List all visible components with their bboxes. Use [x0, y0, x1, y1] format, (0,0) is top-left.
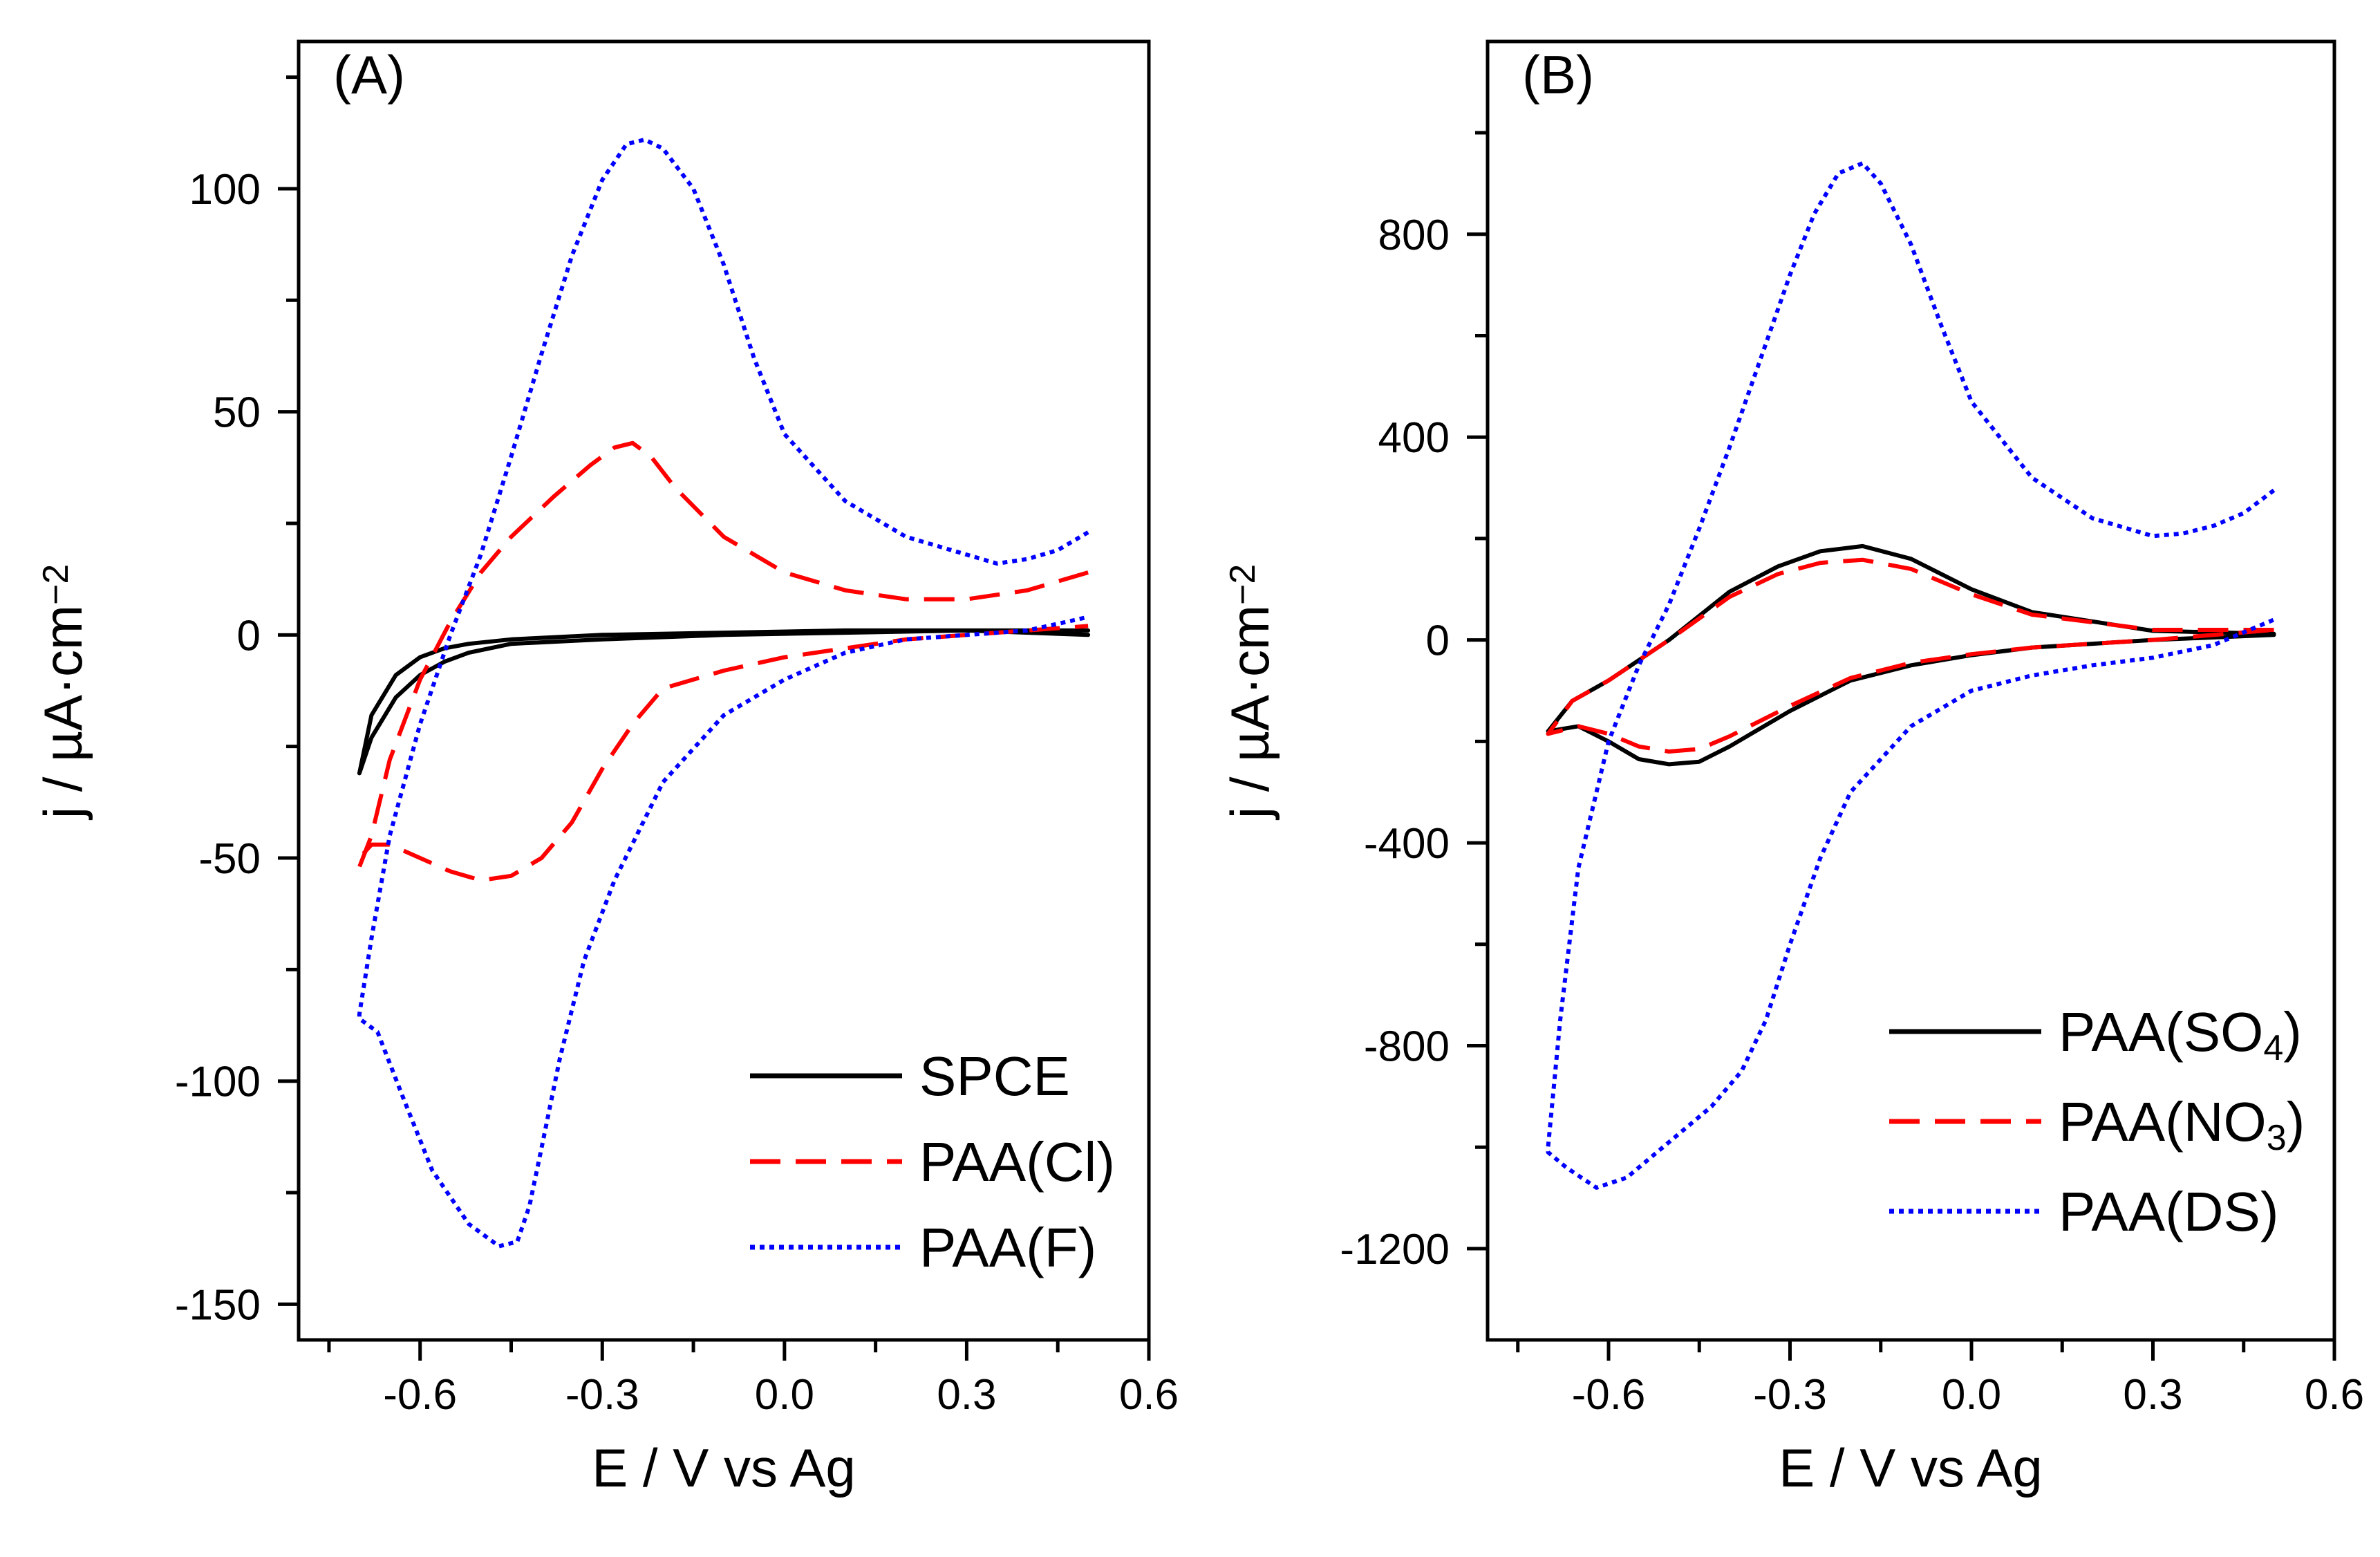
x-tick-label: 0.3: [937, 1371, 996, 1419]
legend-label: PAA(NO3): [2059, 1091, 2305, 1158]
legend-label-name: PAA(Cl): [919, 1131, 1115, 1193]
series-line-0: [357, 628, 1091, 776]
y-tick-label: 50: [213, 389, 261, 437]
legend-label: PAA(SO4): [2059, 1001, 2302, 1068]
y-axis-title-exponent: −2: [36, 564, 76, 605]
series-line-2: [1546, 161, 2276, 1190]
legend-label-name: PAA(DS): [2059, 1181, 2279, 1242]
plot-frame: [297, 39, 1151, 1342]
legend-label: PAA(Cl): [919, 1131, 1115, 1193]
x-tick-label: 0.6: [1119, 1371, 1179, 1419]
plot-frame: [1486, 39, 2336, 1342]
x-tick-label: -0.3: [1753, 1371, 1827, 1419]
legend-label-name: PAA(NO: [2059, 1091, 2267, 1153]
series-line-2: [357, 138, 1089, 1249]
y-tick-label: 800: [1378, 212, 1450, 259]
y-tick-label: 400: [1378, 414, 1450, 462]
x-tick-label: -0.6: [383, 1371, 457, 1419]
x-tick-label: 0.6: [2305, 1371, 2364, 1419]
legend-label-subscript: 4: [2263, 1028, 2283, 1068]
x-tick-label: 0.0: [755, 1371, 814, 1419]
y-axis-title-exponent: −2: [1223, 564, 1263, 605]
legend-label: PAA(DS): [2059, 1181, 2279, 1242]
y-tick-label: -800: [1364, 1023, 1450, 1071]
series-line-1: [357, 440, 1089, 883]
legend-label-suffix: ): [2287, 1091, 2305, 1153]
legend-label-name: PAA(SO: [2059, 1001, 2263, 1063]
panel-b: -0.6 -0.3 0.0 0.3 0.6 -1200 -800 -400 0 400 800 E /…: [1219, 39, 2364, 1498]
y-tick-label: 100: [189, 166, 261, 214]
y-tick-label: 0: [237, 612, 261, 660]
legend-label-subscript: 3: [2267, 1118, 2287, 1158]
y-tick-label: -150: [175, 1281, 261, 1329]
panel-a: -0.6 -0.3 0.0 0.3 0.6 -150 -100 -50 0 50 100 E / V …: [32, 39, 1179, 1498]
x-axis-title: E / V vs Ag: [592, 1437, 856, 1498]
x-tick-label: -0.3: [565, 1371, 639, 1419]
legend-label: SPCE: [919, 1045, 1070, 1107]
series-line-0: [1546, 543, 2276, 767]
y-axis-title: j / µA·cm−2: [32, 564, 93, 821]
legend-label: PAA(F): [919, 1217, 1096, 1278]
legend-label-suffix: ): [2283, 1001, 2302, 1063]
panel-label: (B): [1522, 44, 1594, 105]
y-tick-label: -100: [175, 1059, 261, 1106]
legend-label-name: PAA(F): [919, 1217, 1096, 1278]
series-line-1: [1546, 557, 2274, 754]
x-axis-title: E / V vs Ag: [1779, 1437, 2043, 1498]
legend-label-name: SPCE: [919, 1045, 1070, 1107]
x-tick-label: 0.0: [1942, 1371, 2001, 1419]
y-axis-title-text: j / µA·cm: [32, 605, 93, 820]
panel-label: (A): [333, 44, 405, 105]
x-tick-label: -0.6: [1572, 1371, 1646, 1419]
y-tick-label: -50: [198, 835, 261, 883]
y-axis-title-text: j / µA·cm: [1219, 605, 1280, 820]
y-tick-label: 0: [1426, 617, 1450, 665]
x-tick-label: 0.3: [2123, 1371, 2182, 1419]
y-axis-title: j / µA·cm−2: [1219, 564, 1280, 821]
y-tick-label: -400: [1364, 820, 1450, 868]
y-tick-label: -1200: [1340, 1226, 1450, 1274]
